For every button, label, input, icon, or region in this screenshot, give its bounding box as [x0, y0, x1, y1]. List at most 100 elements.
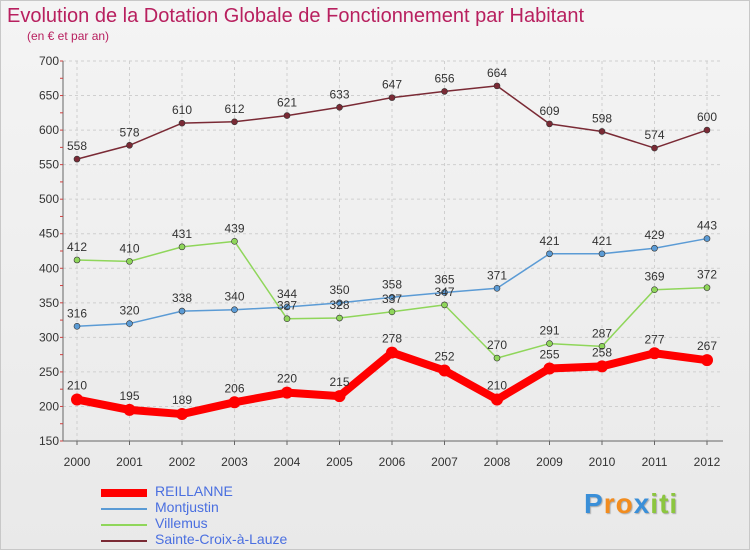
logo-letter: P — [584, 488, 604, 519]
y-tick-label: 200 — [39, 399, 59, 413]
data-label-sainte-croix-lauze: 600 — [697, 110, 717, 124]
data-point-reillanne — [123, 403, 136, 416]
data-point-reillanne — [596, 360, 608, 373]
logo-letter: x — [633, 488, 651, 519]
chart-subtitle: (en € et par an) — [27, 29, 110, 43]
data-point-reillanne — [543, 362, 556, 375]
chart-title: Evolution de la Dotation Globale de Fonc… — [7, 5, 585, 27]
data-label-montjustin: 371 — [487, 268, 507, 282]
data-label-reillanne: 195 — [119, 389, 139, 403]
data-label-montjustin: 421 — [592, 234, 612, 248]
data-label-reillanne: 258 — [592, 345, 612, 359]
data-point-montjustin — [73, 323, 81, 330]
data-point-montjustin — [651, 244, 658, 252]
y-tick-label: 700 — [39, 54, 59, 68]
x-tick-label: 2003 — [221, 455, 248, 469]
logo-letter: i — [650, 488, 660, 519]
data-point-villemus — [336, 314, 343, 322]
data-label-villemus: 410 — [119, 241, 139, 255]
data-label-sainte-croix-lauze: 558 — [67, 139, 87, 153]
data-label-villemus: 287 — [592, 326, 612, 340]
legend-label-sainte-croix: Sainte-Croix-à-Lauze — [155, 531, 288, 547]
data-label-sainte-croix-lauze: 621 — [277, 96, 297, 110]
data-label-montjustin: 344 — [277, 287, 297, 301]
logo-letter: r — [603, 488, 616, 519]
x-tick-label: 2008 — [484, 455, 511, 469]
data-point-sainte-croix-lauze — [388, 94, 396, 101]
data-point-montjustin — [598, 250, 606, 258]
data-point-sainte-croix-lauze — [231, 118, 238, 126]
data-point-montjustin — [703, 235, 711, 242]
data-label-montjustin: 350 — [329, 283, 349, 297]
y-tick-label: 250 — [39, 365, 59, 379]
data-label-reillanne: 189 — [172, 393, 192, 407]
data-label-sainte-croix-lauze: 656 — [434, 71, 454, 85]
data-label-villemus: 291 — [539, 324, 559, 338]
data-point-reillanne — [491, 393, 503, 406]
data-point-sainte-croix-lauze — [546, 120, 553, 128]
data-label-montjustin: 429 — [644, 228, 664, 242]
y-tick-label: 150 — [39, 434, 59, 448]
data-label-montjustin: 340 — [224, 290, 244, 304]
data-point-sainte-croix-lauze — [493, 82, 501, 90]
legend-label-montjustin: Montjustin — [155, 499, 219, 515]
x-tick-label: 2002 — [169, 455, 196, 469]
data-point-reillanne — [648, 347, 661, 360]
data-point-sainte-croix-lauze — [73, 155, 81, 163]
data-point-reillanne — [176, 408, 188, 421]
data-label-reillanne: 277 — [644, 332, 664, 346]
data-label-villemus: 439 — [224, 221, 244, 235]
data-point-villemus — [126, 258, 133, 265]
grid — [63, 60, 723, 442]
y-tick-label: 300 — [39, 330, 59, 344]
data-point-montjustin — [336, 299, 343, 307]
data-label-montjustin: 365 — [434, 272, 454, 286]
data-point-reillanne — [386, 346, 398, 359]
legend-swatch-villemus — [101, 524, 147, 526]
data-point-montjustin — [283, 303, 291, 311]
data-label-reillanne: 252 — [434, 350, 454, 364]
data-label-reillanne: 220 — [277, 372, 297, 386]
data-label-sainte-croix-lauze: 598 — [592, 111, 612, 125]
data-point-villemus — [388, 308, 396, 316]
data-point-villemus — [703, 284, 711, 291]
data-label-reillanne: 215 — [329, 375, 349, 389]
legend-label-villemus: Villemus — [155, 515, 208, 531]
x-tick-label: 2004 — [274, 455, 301, 469]
data-point-reillanne — [701, 354, 713, 367]
x-tick-label: 2012 — [694, 455, 721, 469]
data-label-villemus: 372 — [697, 268, 717, 282]
data-label-sainte-croix-lauze: 574 — [644, 128, 664, 142]
x-tick-label: 2007 — [431, 455, 458, 469]
data-label-villemus: 369 — [644, 270, 664, 284]
data-point-villemus — [493, 354, 501, 362]
data-point-reillanne — [71, 393, 83, 406]
data-point-montjustin — [546, 250, 553, 258]
data-point-sainte-croix-lauze — [283, 112, 291, 119]
x-tick-label: 2000 — [64, 455, 91, 469]
logo-letter: t — [659, 488, 670, 519]
data-point-reillanne — [281, 386, 293, 399]
data-point-sainte-croix-lauze — [336, 103, 343, 111]
axes: 150 200 250 300 350 400 450 500 550 600 650 700 2000… — [39, 54, 723, 469]
data-point-villemus — [73, 256, 81, 264]
data-point-villemus — [441, 301, 448, 309]
data-label-montjustin: 358 — [382, 277, 402, 291]
legend-swatch-sainte-croix — [101, 540, 147, 542]
data-point-reillanne — [333, 390, 346, 403]
data-label-villemus: 431 — [172, 227, 192, 241]
data-label-sainte-croix-lauze: 647 — [382, 78, 402, 92]
y-tick-label: 600 — [39, 123, 59, 137]
data-label-reillanne: 210 — [487, 379, 507, 393]
y-tick-label: 400 — [39, 261, 59, 275]
data-point-montjustin — [493, 285, 501, 292]
x-tick-label: 2009 — [536, 455, 563, 469]
series — [71, 82, 713, 421]
data-label-reillanne: 255 — [539, 347, 559, 361]
data-label-sainte-croix-lauze: 578 — [119, 125, 139, 139]
data-label-villemus: 328 — [329, 298, 349, 312]
data-point-villemus — [651, 286, 658, 293]
data-label-villemus: 327 — [277, 299, 297, 313]
